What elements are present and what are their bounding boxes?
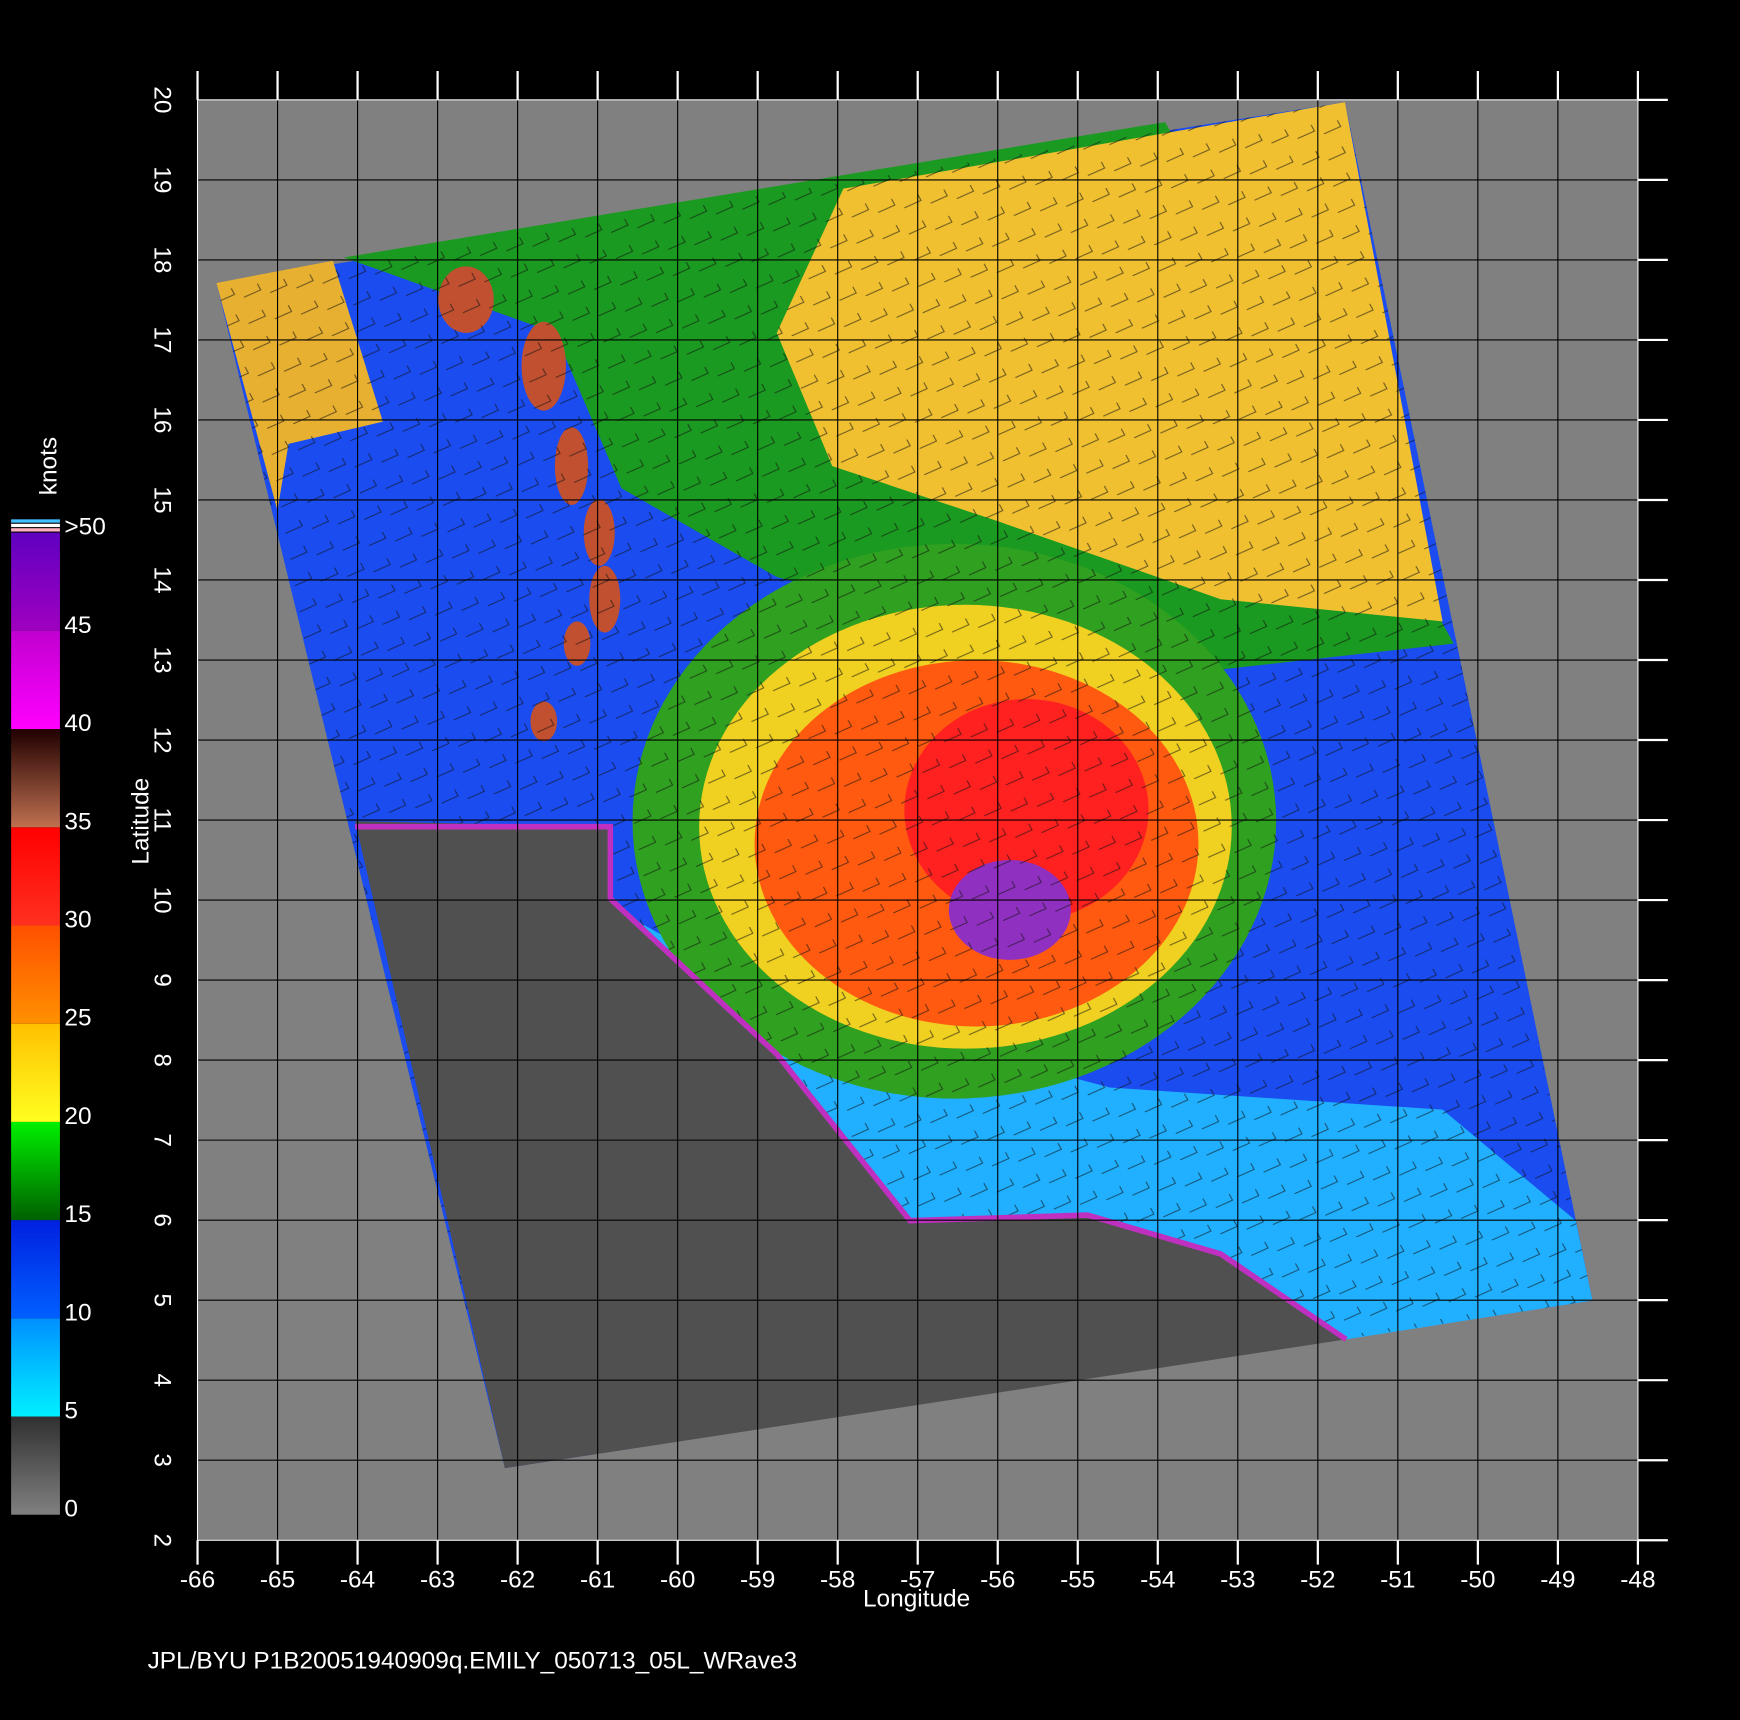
y-tick-label: 6 — [148, 1213, 175, 1227]
x-tick-label: -54 — [1140, 1567, 1175, 1594]
x-tick-label: -52 — [1300, 1567, 1335, 1594]
colorbar-segment — [11, 827, 60, 926]
x-tick-label: -61 — [580, 1567, 615, 1594]
x-tick-label: -50 — [1460, 1567, 1495, 1594]
coastline — [355, 823, 1348, 1342]
y-tick-label: 7 — [148, 1133, 175, 1147]
colorbar-tick-label: 10 — [64, 1299, 91, 1326]
colorbar-segment — [11, 925, 60, 1024]
colorbar-tick-label: 35 — [64, 808, 91, 835]
wind-swath — [216, 102, 1593, 1469]
x-axis-label: Longitude — [863, 1586, 970, 1613]
y-tick-label: 8 — [148, 1053, 175, 1067]
y-tick-label: 5 — [148, 1293, 175, 1307]
x-tick-label: -57 — [900, 1567, 935, 1594]
y-tick-label: 4 — [148, 1373, 175, 1387]
colorbar-tick-label: 25 — [64, 1005, 91, 1032]
y-tick-label: 9 — [148, 973, 175, 987]
colorbar-segment — [11, 1121, 60, 1221]
y-tick-label: 10 — [148, 886, 175, 913]
x-tick-label: -64 — [340, 1567, 375, 1594]
y-tick-label: 15 — [148, 486, 175, 513]
colorbar-tick-label: 5 — [64, 1398, 78, 1425]
x-tick-label: -59 — [740, 1567, 775, 1594]
colorbar-segment — [11, 630, 60, 730]
y-tick-label: 11 — [148, 807, 175, 832]
x-tick-label: -51 — [1380, 1567, 1415, 1594]
colorbar-tick-label: 20 — [64, 1103, 91, 1130]
colorbar-stripe — [11, 523, 60, 528]
axes: -66 -65 -64 -63 -62 -61 -60 -59 -58 -57 -56 -55 -54 -… — [148, 71, 1668, 1594]
y-tick-label: 17 — [148, 326, 175, 353]
colorbar-segment — [11, 729, 60, 828]
land — [355, 821, 1347, 1469]
colorbar: 0 5 10 15 20 25 30 35 40 45 >50 — [11, 514, 106, 1523]
colorbar-segment — [11, 1416, 60, 1515]
colorbar-stripe — [11, 519, 60, 523]
x-tick-label: -49 — [1540, 1567, 1575, 1594]
y-tick-label: 18 — [148, 246, 175, 273]
y-tick-label: 3 — [148, 1453, 175, 1467]
colorbar-tick-label: 40 — [64, 710, 91, 737]
x-tick-label: -58 — [820, 1567, 855, 1594]
y-tick-label: 12 — [148, 726, 175, 753]
x-tick-label: -63 — [420, 1567, 455, 1594]
colorbar-stripe — [11, 528, 60, 532]
x-tick-label: -65 — [260, 1567, 295, 1594]
y-tick-label: 14 — [148, 566, 175, 593]
colorbar-tick-label: 0 — [64, 1496, 78, 1523]
y-tick-label: 19 — [148, 166, 175, 193]
x-tick-label: -62 — [500, 1567, 535, 1594]
x-tick-label: -56 — [980, 1567, 1015, 1594]
colorbar-segment — [11, 1023, 60, 1122]
x-tick-label: -48 — [1620, 1567, 1655, 1594]
x-tick-label: -60 — [660, 1567, 695, 1594]
colorbar-segment — [11, 532, 60, 631]
plot-frame — [196, 99, 1639, 1541]
colorbar-label: knots — [35, 437, 62, 495]
x-tick-label: -66 — [180, 1567, 215, 1594]
colorbar-tick-label: 45 — [64, 612, 91, 639]
y-tick-label: 20 — [148, 86, 175, 113]
colorbar-tick-label: 15 — [64, 1201, 91, 1228]
y-tick-label: 2 — [148, 1533, 175, 1547]
colorbar-tick-label: >50 — [64, 514, 105, 541]
y-tick-label: 16 — [148, 406, 175, 433]
x-tick-label: -55 — [1060, 1567, 1095, 1594]
footer: JPL/BYU P1B20051940909q.EMILY_050713_05L… — [148, 1648, 798, 1675]
colorbar-segment — [11, 1318, 60, 1417]
y-tick-label: 13 — [148, 646, 175, 673]
y-axis-label: Latitude — [128, 778, 155, 865]
colorbar-segment — [11, 1220, 60, 1319]
colorbar-tick-label: 30 — [64, 906, 91, 933]
x-tick-label: -53 — [1220, 1567, 1255, 1594]
